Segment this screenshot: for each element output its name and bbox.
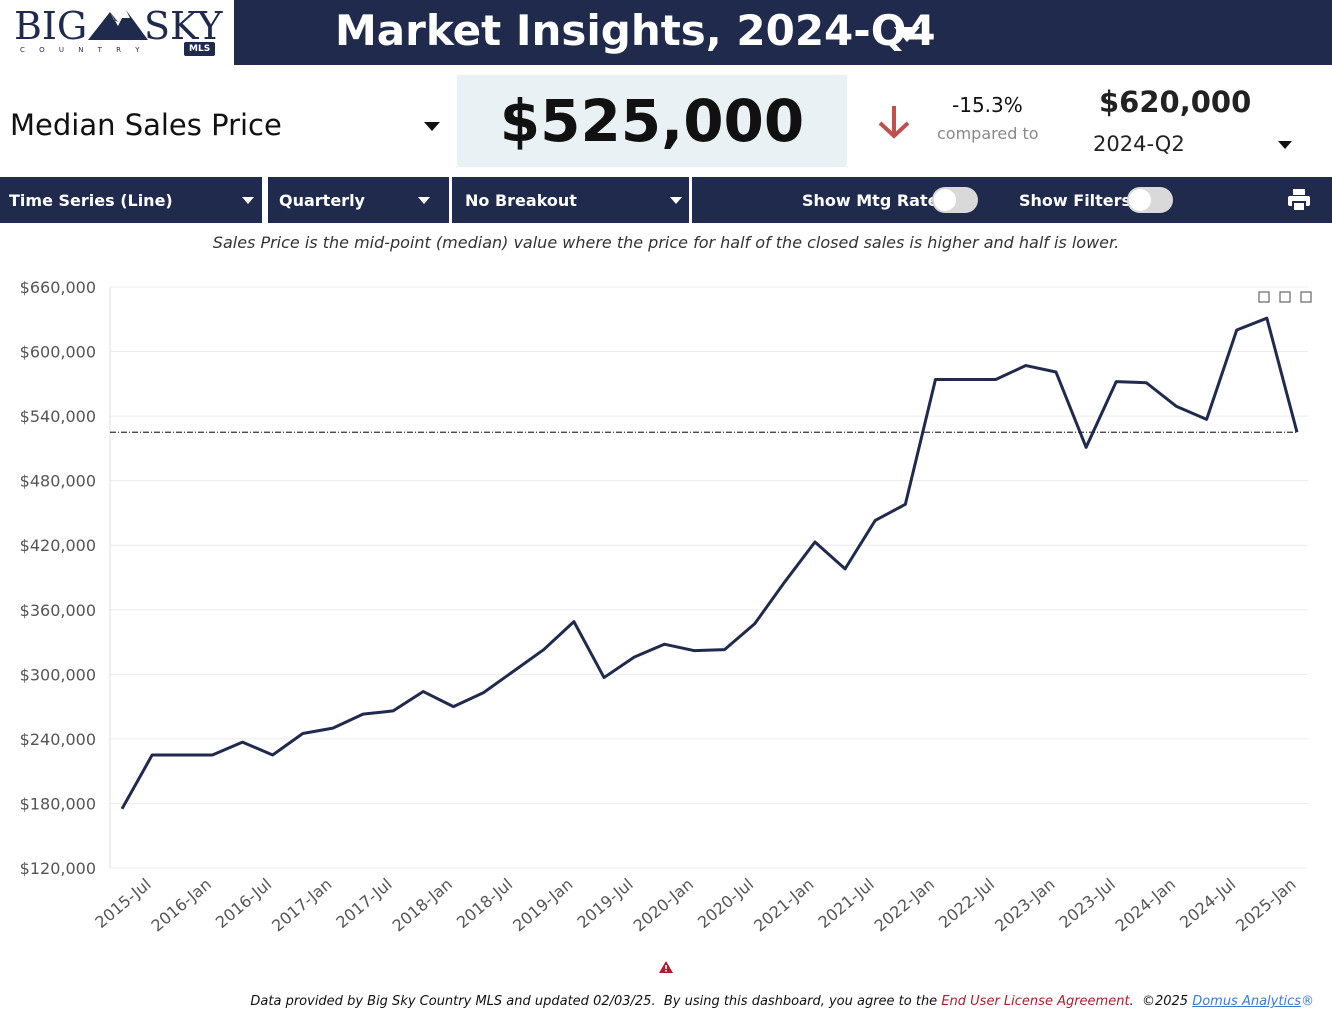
chart-type[interactable]: Time Series (Line)	[9, 191, 173, 210]
x-tick-label: 2021-Jul	[814, 875, 877, 932]
x-tick-label: 2024-Jul	[1176, 875, 1239, 932]
breakout[interactable]: No Breakout	[465, 191, 577, 210]
dropdown[interactable]	[670, 197, 682, 204]
dropdown[interactable]	[242, 197, 254, 204]
x-tick-label: 2016-Jul	[212, 875, 275, 932]
y-tick-label: $420,000	[20, 536, 96, 555]
compared-label: compared to	[937, 124, 1039, 143]
line	[120, 316, 1299, 810]
x-tick-label: 2022-Jul	[935, 875, 998, 932]
sep	[262, 177, 268, 223]
current-value: $525,000	[499, 87, 805, 155]
print-icon[interactable]	[1287, 188, 1311, 212]
header-bar: Market Insights, 2024-Q4	[234, 0, 1332, 65]
metric[interactable]: Median Sales Price	[10, 108, 282, 142]
x-tick-label: 2018-Jan	[389, 875, 456, 936]
x-tick-label: 2019-Jan	[509, 875, 576, 936]
x-tick-label: 2019-Jul	[573, 875, 636, 932]
y-tick-label: $300,000	[20, 665, 96, 684]
sep	[689, 177, 692, 223]
metric-dropdown[interactable]	[424, 122, 440, 131]
value-box: $525,000	[457, 75, 847, 167]
x-tick-label: 2023-Jul	[1056, 875, 1119, 932]
footer-text: Data provided by Big Sky Country MLS and…	[250, 994, 942, 1009]
footer: Data provided by Big Sky Country MLS and…	[250, 994, 1314, 1009]
y-tick-label: $480,000	[20, 472, 96, 491]
y-tick-label: $660,000	[20, 278, 96, 297]
dropdown[interactable]	[418, 197, 430, 204]
logo-country: C O U N T R Y	[20, 46, 146, 54]
chart: $120,000 $180,000 $240,000 $300,000 $360,000…	[20, 278, 1312, 936]
x-tick-label: 2015-Jul	[91, 875, 154, 932]
toolbar-icon	[1300, 291, 1312, 303]
title[interactable]: Market Insights, 2024-Q4	[335, 6, 936, 55]
toolbar-icon	[1258, 291, 1270, 303]
x-tick-label: 2021-Jan	[750, 875, 817, 936]
title-dropdown[interactable]	[894, 27, 920, 42]
mtg-rate-toggle[interactable]	[932, 187, 978, 213]
change: -15.3%	[952, 93, 1023, 117]
warning-icon[interactable]	[658, 960, 674, 974]
period-dropdown[interactable]	[1278, 141, 1292, 149]
compare-value: $620,000	[1099, 85, 1252, 119]
filters-label: Show Filters:	[1019, 191, 1138, 210]
filters-toggle[interactable]	[1127, 187, 1173, 213]
reg: ®	[1301, 994, 1314, 1009]
down-arrow	[878, 106, 910, 139]
description: Sales Price is the mid-point (median) va…	[212, 233, 1120, 252]
y-tick-label: $240,000	[20, 730, 96, 749]
logo-big: BIG	[14, 4, 88, 48]
y-tick-label: $540,000	[20, 407, 96, 426]
frequency[interactable]: Quarterly	[279, 191, 365, 210]
mtg-rate-label: Show Mtg Rate:	[802, 191, 945, 210]
x-tick-label: 2017-Jul	[332, 875, 395, 932]
logo-mountain	[88, 10, 148, 40]
logo-mls: MLS	[184, 42, 216, 56]
x-tick-label: 2022-Jan	[871, 875, 938, 936]
x-tick-label: 2020-Jan	[630, 875, 697, 936]
compare-period[interactable]: 2024-Q2	[1093, 132, 1185, 156]
logo: BIG SKY C O U N T R Y MLS	[14, 2, 224, 62]
x-tick-label: 2023-Jan	[991, 875, 1058, 936]
x-tick-label: 2016-Jan	[148, 875, 215, 936]
y-tick-label: $120,000	[20, 859, 96, 878]
y-tick-label: $600,000	[20, 343, 96, 362]
sep	[449, 177, 452, 223]
x-tick-label: 2020-Jul	[694, 875, 757, 932]
x-tick-label: 2018-Jul	[453, 875, 516, 932]
x-tick-label: 2024-Jan	[1112, 875, 1179, 936]
x-tick-label: 2025-Jan	[1232, 875, 1299, 936]
x-tick-label: 2017-Jan	[268, 875, 335, 936]
logo-sky: SKY	[144, 4, 223, 48]
copyright: . ©2025	[1129, 994, 1193, 1009]
domus-link[interactable]: Domus Analytics	[1192, 994, 1301, 1009]
toolbar	[0, 177, 1332, 223]
eula-link[interactable]: End User License Agreement	[941, 994, 1130, 1009]
y-tick-label: $360,000	[20, 601, 96, 620]
y-tick-label: $180,000	[20, 794, 96, 813]
toolbar-icon	[1279, 291, 1291, 303]
